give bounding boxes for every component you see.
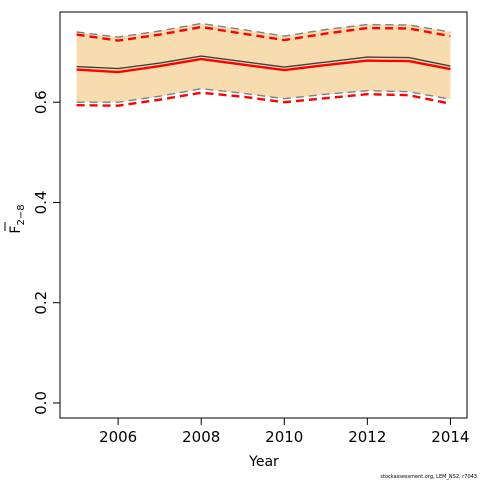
series-line-1 — [76, 22, 451, 38]
x-tick-label: 2006 — [99, 428, 137, 446]
svg-text:F2−8: F2−8 — [8, 204, 27, 233]
confidence-band — [76, 23, 451, 103]
y-tick-label: 0.6 — [32, 90, 50, 114]
x-tick-label: 2008 — [182, 428, 220, 446]
series-line-3 — [76, 55, 451, 70]
x-axis-title: Year — [248, 454, 279, 470]
series-line-5 — [76, 87, 451, 103]
series-layer — [76, 22, 451, 107]
y-axis-title: F2−8 — [4, 204, 27, 234]
plot-area — [76, 22, 451, 107]
x-tick-label: 2012 — [348, 428, 386, 446]
footer-note: stockassessment.org, LEM_NS2, r7043 — [380, 474, 477, 480]
y-tick-label: 0.2 — [32, 291, 50, 315]
plot-frame — [59, 11, 468, 419]
x-axis: 2006 2008 2010 2012 2014 — [99, 418, 469, 446]
x-tick-label: 2014 — [431, 428, 469, 446]
series-line-4 — [76, 57, 451, 74]
y-tick-label: 0.0 — [32, 391, 50, 415]
series-line-2 — [76, 25, 451, 42]
y-axis-title-subscript: 2−8 — [16, 204, 27, 225]
y-axis-title-main: F — [8, 226, 24, 234]
x-tick-label: 2010 — [265, 428, 303, 446]
y-tick-label: 0.4 — [32, 191, 50, 215]
series-line-6 — [76, 91, 451, 107]
y-axis: 0.0 0.2 0.4 0.6 — [32, 90, 60, 415]
